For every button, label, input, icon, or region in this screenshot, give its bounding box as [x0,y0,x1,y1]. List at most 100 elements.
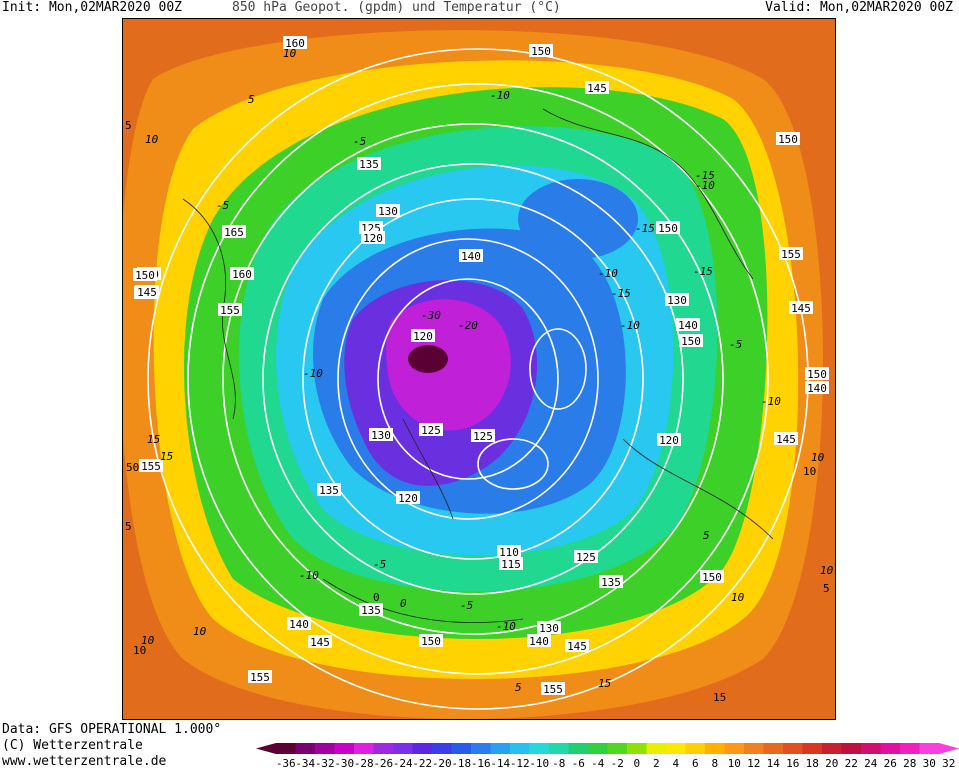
height-label: 130 [667,294,687,307]
legend-swatch [724,743,745,754]
legend-tick: 20 [825,757,838,770]
height-label: 155 [141,460,161,473]
legend-tick: -24 [393,757,413,770]
height-label: 165 [224,226,244,239]
height-label-box [774,432,798,445]
height-label-box [139,459,163,472]
legend-swatch [568,743,589,754]
legend-tick: 14 [767,757,781,770]
init-time: Init: Mon,02MAR2020 00Z [2,0,183,15]
temperature-legend: -36 -34 -32 -30 -28 -26 -24 -22 -20 -18 -16 -14 -12-… [256,743,959,770]
legend-tick: -18 [451,757,471,770]
legend-swatch [471,743,491,754]
height-label: 135 [361,604,381,617]
legend-swatch [295,743,316,754]
height-label: 150 [702,571,722,584]
legend-swatch [802,743,823,754]
height-label-box [248,670,272,683]
height-label: 110 [499,546,519,559]
legend-tick: 24 [864,757,878,770]
height-label-box [230,267,254,280]
edge-label: 15 [713,691,726,704]
east-cold-pool [518,179,638,259]
temperature-label: -15 [693,265,713,278]
height-label-box [222,225,246,238]
temperature-label: 5 [703,529,710,542]
height-label-box [529,44,553,57]
height-label: 140 [289,618,309,631]
height-label-box [411,329,435,342]
height-label-box [676,318,700,331]
legend-tick: -12 [510,757,530,770]
height-label: 145 [310,636,330,649]
legend-colorbar [256,743,959,754]
legend-swatch [393,743,413,754]
height-label-box [599,575,623,588]
legend-tick: -34 [295,757,315,770]
legend-tick: 26 [884,757,897,770]
temperature-label: -5 [373,558,386,571]
legend-swatch [841,743,862,754]
legend-swatch [705,743,725,754]
height-label: 130 [378,205,398,218]
height-label-box [565,639,589,652]
height-label: 160 [232,268,252,281]
height-label-box [789,301,813,314]
height-label-box [459,249,483,262]
height-label: 150 [421,635,441,648]
legend-tick: -6 [572,757,585,770]
legend-tick: 10 [728,757,741,770]
height-label: 155 [781,248,801,261]
height-label: 155 [543,683,563,696]
temperature-label: 10 [731,591,745,604]
temperature-label: -5 [216,199,229,212]
height-label: 155 [250,671,270,684]
legend-tick: -4 [591,757,605,770]
height-label-box [541,682,565,695]
temperature-label: 5 [515,681,522,694]
legend-tick: -32 [315,757,335,770]
legend-swatch [822,743,842,754]
height-label-box [361,231,385,244]
height-label: 150 [135,269,155,282]
height-label-box [369,428,393,441]
height-label: 145 [587,82,607,95]
height-label-box [218,303,242,316]
height-label: 135 [601,576,621,589]
height-label-box [527,634,551,647]
height-label: 150 [658,222,678,235]
height-label: 115 [501,558,521,571]
legend-swatch [627,743,647,754]
height-label-box [656,221,680,234]
height-label-box [497,545,521,558]
height-label-box [308,635,332,648]
legend-tick: 12 [747,757,760,770]
height-label-box [359,603,383,616]
height-label: 120 [363,232,383,245]
edge-label: 0 [373,591,380,604]
legend-tick: -10 [529,757,549,770]
temperature-label: -10 [761,395,781,408]
height-label: 130 [371,429,391,442]
legend-swatch [744,743,764,754]
height-label-box [396,491,420,504]
height-label: 120 [659,434,679,447]
height-label: 140 [678,319,698,332]
legend-swatch [354,743,374,754]
legend-swatch [373,743,394,754]
temperature-label: 10 [193,625,207,638]
legend-swatch [919,743,940,754]
height-label: 150 [531,45,551,58]
legend-swatch [412,743,433,754]
edge-label: 10 [803,465,816,478]
map-title: 850 hPa Geopot. (gpdm) und Temperatur (°… [232,0,561,15]
height-label: 120 [398,492,418,505]
height-label: 120 [413,330,433,343]
height-label: 145 [137,286,157,299]
height-label-box [776,132,800,145]
temperature-label: -10 [598,267,618,280]
legend-tick: 16 [786,757,799,770]
height-label-box [471,429,495,442]
temperature-label: -10 [496,620,516,633]
cold-core [408,345,448,373]
